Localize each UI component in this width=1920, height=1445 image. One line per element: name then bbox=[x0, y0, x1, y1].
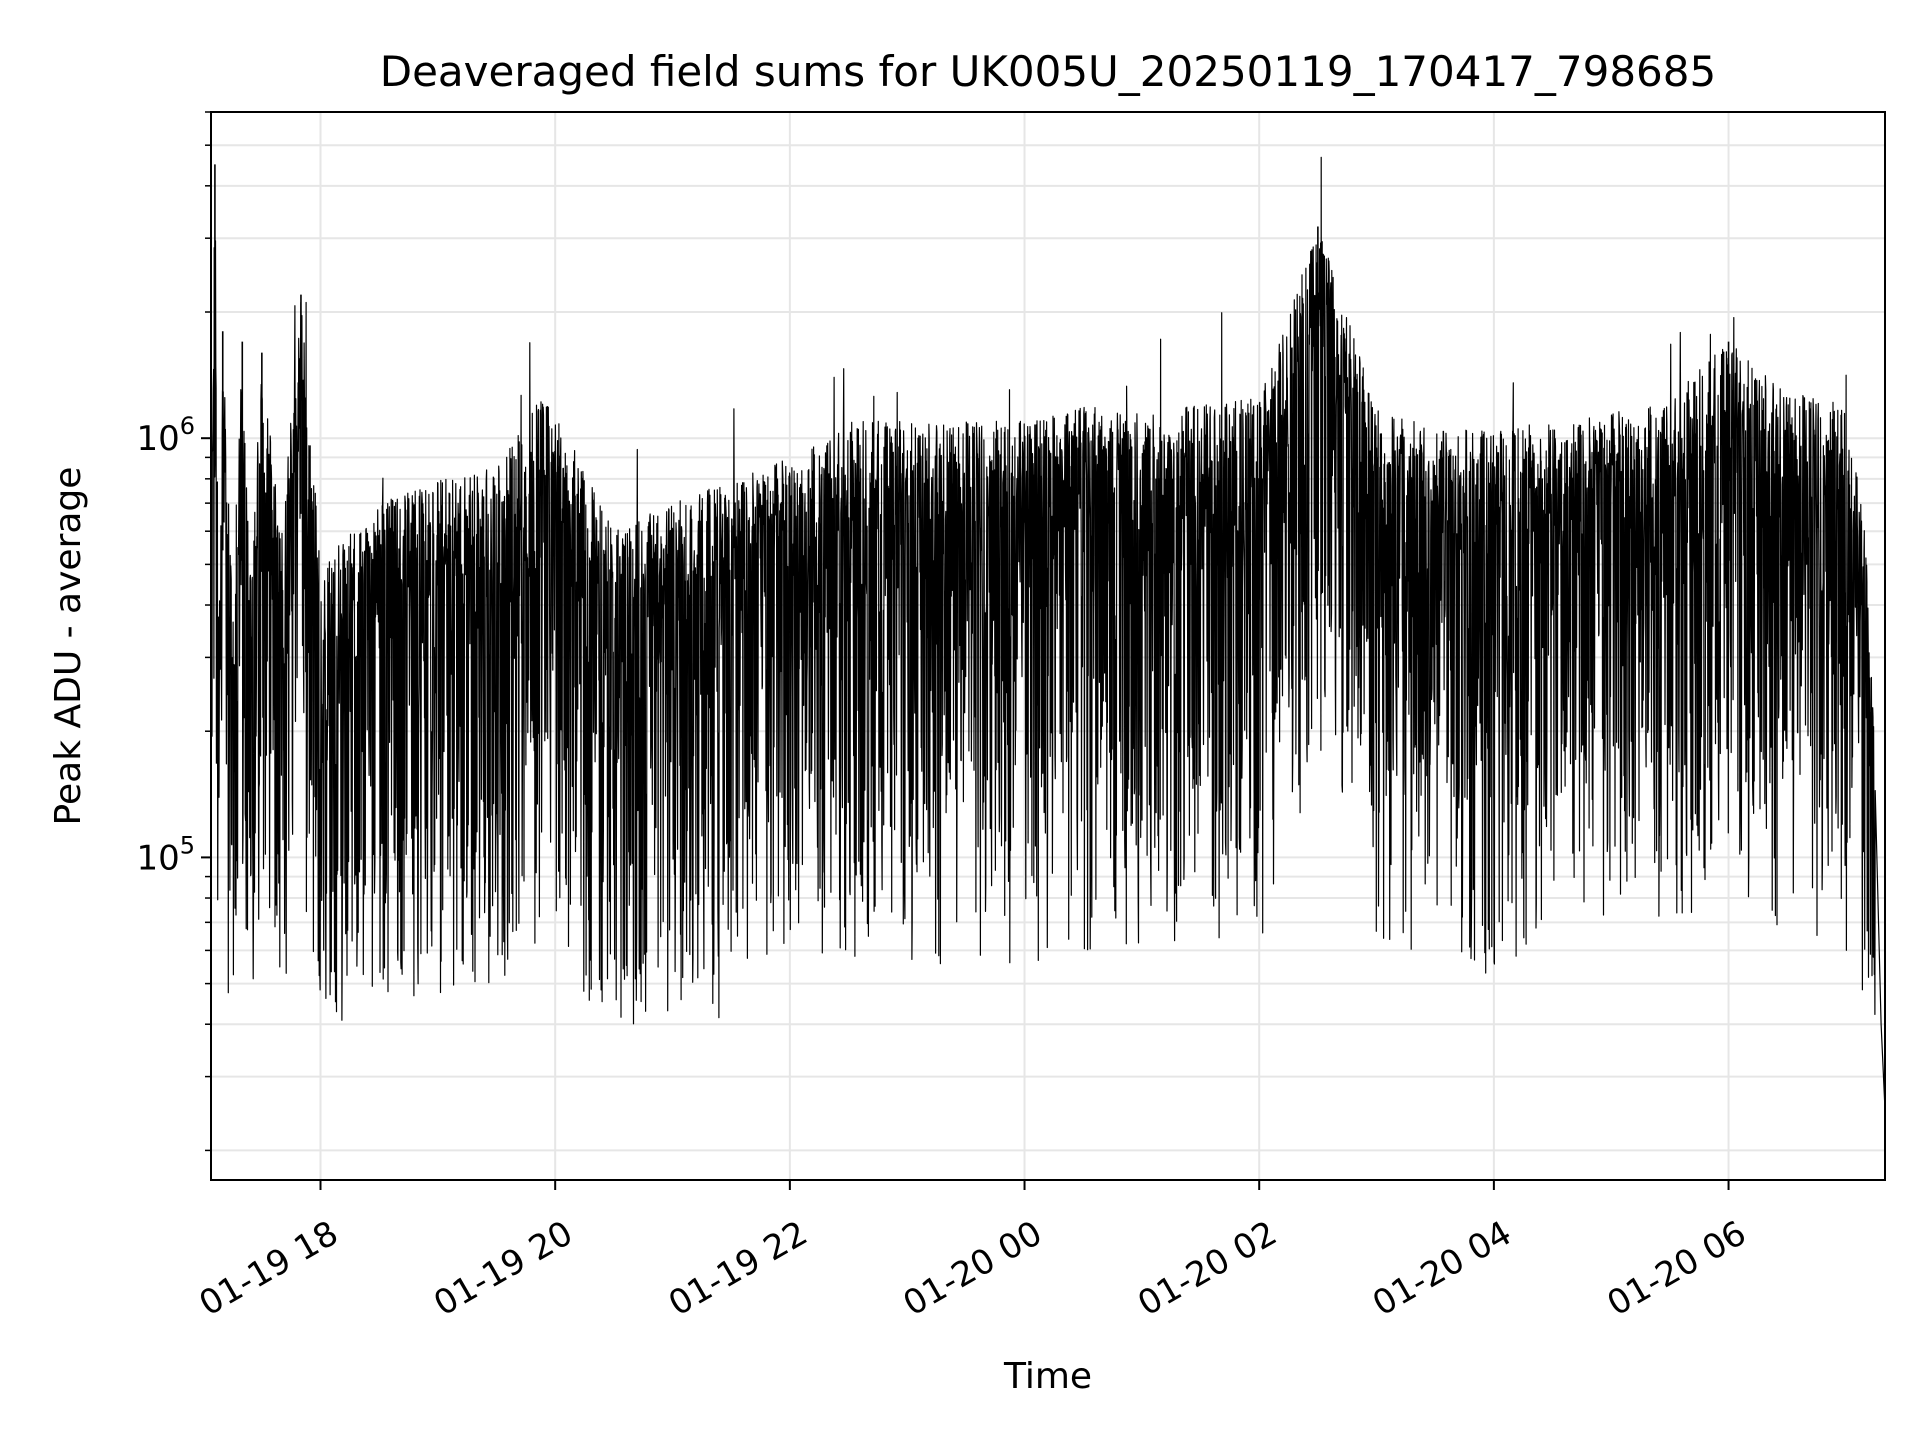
y-tick-label: 106 bbox=[136, 412, 195, 459]
y-tick-label: 105 bbox=[136, 831, 195, 878]
chart-title: Deaveraged field sums for UK005U_2025011… bbox=[380, 47, 1716, 96]
x-axis-label: Time bbox=[1003, 1356, 1092, 1397]
series-line bbox=[210, 156, 1886, 1110]
series-layer bbox=[210, 156, 1886, 1110]
y-axis-label: Peak ADU - average bbox=[48, 467, 89, 826]
plot-frame bbox=[210, 111, 1886, 1181]
y-axis-ticks: 105 106 bbox=[136, 111, 211, 1152]
